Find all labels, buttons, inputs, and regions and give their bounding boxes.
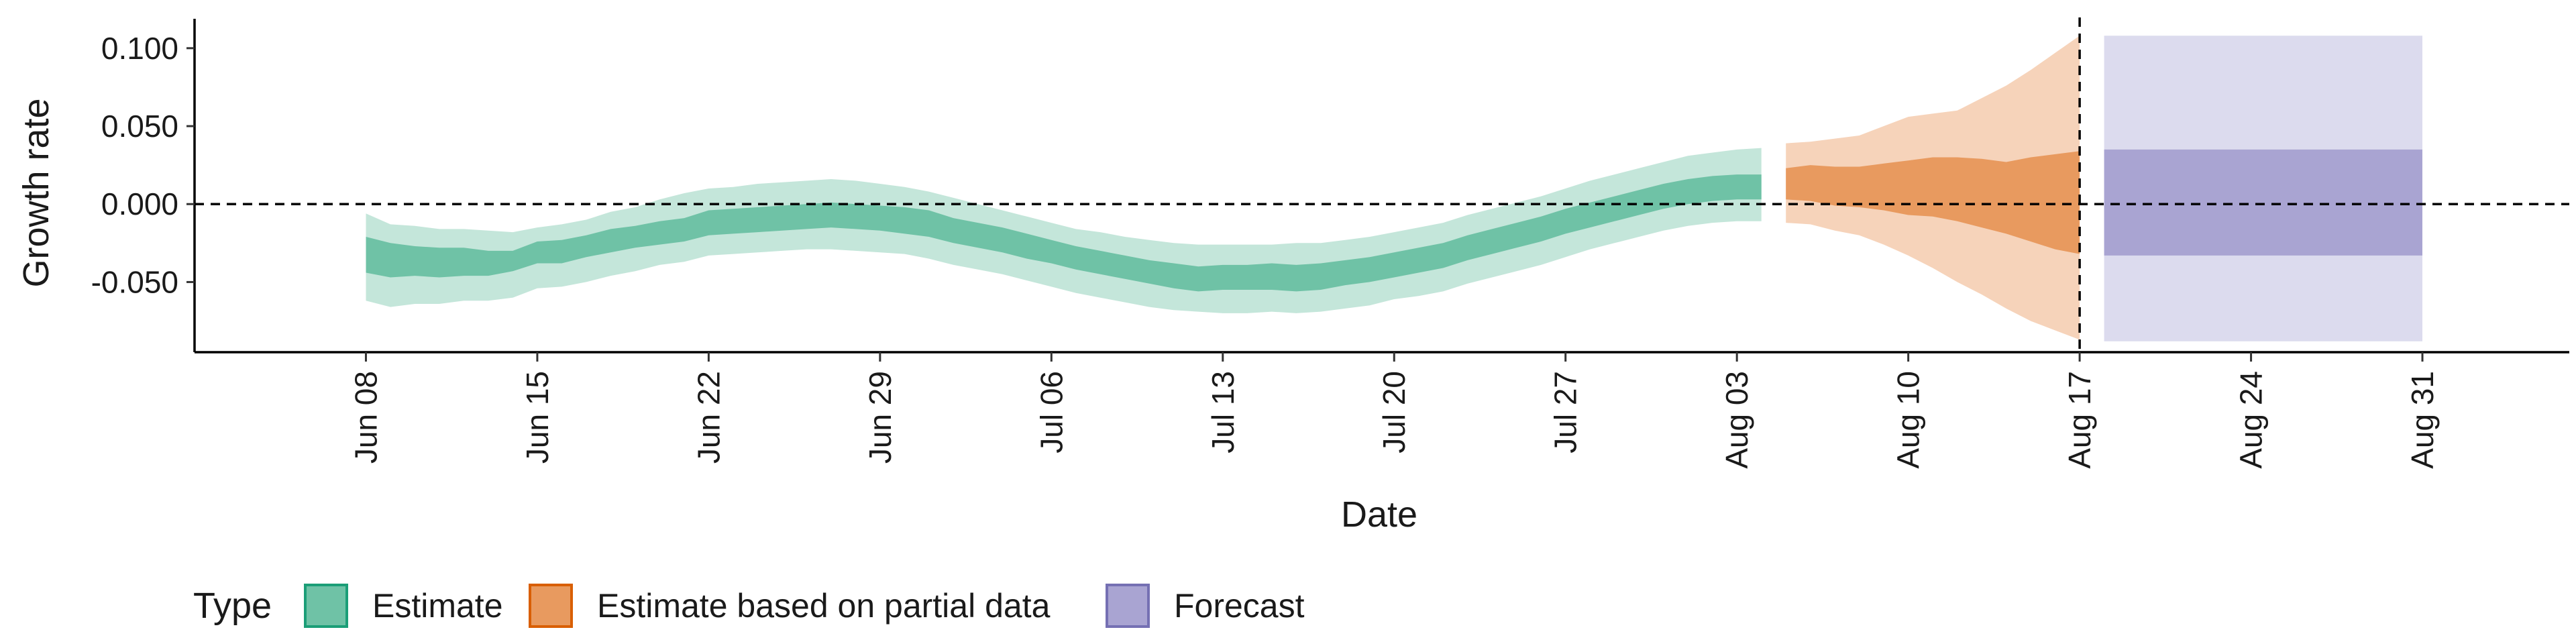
x-tick-label: Jun 15	[520, 371, 555, 464]
x-tick-label: Jul 06	[1034, 371, 1069, 453]
x-tick-label: Jul 13	[1205, 371, 1240, 453]
legend-key-estimate-based-on-partial-data	[529, 584, 573, 628]
y-tick-label: 0.100	[101, 31, 178, 66]
y-axis-ticks: -0.050 0.000 0.050 0.100	[91, 31, 195, 299]
x-axis-title: Date	[1341, 494, 1417, 535]
x-tick-label: Aug 10	[1891, 371, 1926, 469]
band-inner-forecast	[2104, 149, 2422, 256]
x-tick-label: Jun 08	[348, 371, 383, 464]
y-tick-label: 0.000	[101, 186, 178, 221]
legend-key-forecast	[1106, 584, 1150, 628]
x-tick-label: Aug 03	[1719, 371, 1754, 469]
axes	[193, 19, 2569, 354]
x-axis-ticks: Jun 08 Jun 15 Jun 22 Jun 29 Jul 06 Jul 13 Jul …	[348, 352, 2440, 469]
y-tick-label: 0.050	[101, 109, 178, 144]
band-inner-estimate-based-on-partial-data	[1786, 151, 2080, 254]
legend: Type Estimate Estimate based on partial d…	[193, 584, 1305, 628]
x-tick-label: Jun 29	[863, 371, 898, 464]
legend-key-estimate	[304, 584, 348, 628]
band-inner-estimate	[366, 174, 1762, 292]
legend-label-forecast: Forecast	[1174, 587, 1305, 625]
x-tick-label: Jun 22	[691, 371, 726, 464]
legend-title: Type	[193, 586, 272, 626]
y-axis-title: Growth rate	[16, 98, 56, 287]
x-tick-label: Aug 24	[2234, 371, 2269, 469]
x-tick-label: Jul 20	[1377, 371, 1411, 453]
x-tick-label: Aug 17	[2062, 371, 2097, 469]
x-tick-label: Jul 27	[1548, 371, 1583, 453]
legend-label-estimate: Estimate	[372, 587, 503, 625]
reference-lines	[195, 17, 2569, 352]
x-tick-label: Aug 31	[2405, 371, 2440, 469]
plot-bands	[366, 36, 2422, 341]
legend-label-estimate-based-on-partial-data: Estimate based on partial data	[597, 587, 1051, 625]
y-tick-label: -0.050	[91, 264, 178, 299]
